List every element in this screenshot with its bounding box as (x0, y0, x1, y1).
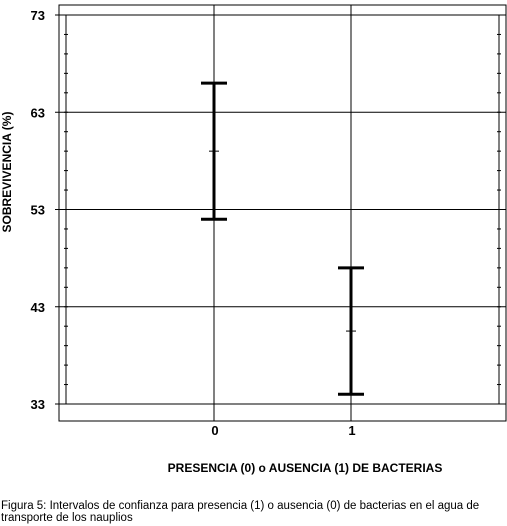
y-tick-labels: 33 43 53 63 73 (31, 8, 45, 412)
plot-frame (58, 4, 507, 422)
x-axis-title: PRESENCIA (0) o AUSENCIA (1) DE BACTERIA… (168, 461, 443, 475)
error-bars (201, 81, 364, 396)
y-tick-label: 43 (31, 300, 45, 315)
y-tick-label: 33 (31, 397, 45, 412)
y-tick-label: 63 (31, 105, 45, 120)
grid (55, 5, 506, 421)
x-tick-label: 1 (348, 423, 355, 438)
minor-ticks (64, 14, 501, 405)
y-tick-label: 53 (31, 203, 45, 218)
figure-caption: Figura 5: Intervalos de confianza para p… (1, 500, 480, 524)
y-axis-title: SOBREVIVENCIA (%) (0, 112, 14, 233)
x-tick-label: 0 (211, 423, 218, 438)
y-tick-label: 73 (31, 8, 45, 23)
